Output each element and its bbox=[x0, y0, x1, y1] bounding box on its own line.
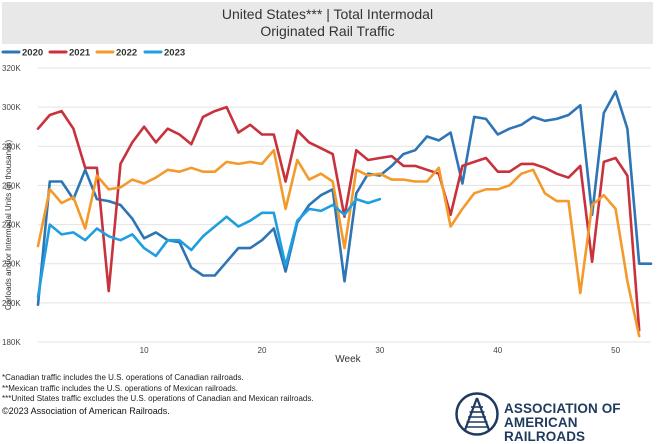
y-tick-label: 260K bbox=[2, 181, 21, 190]
y-axis-label: Carloads and/or Intermodal Units (in tho… bbox=[4, 140, 13, 311]
aar-logo-text: ASSOCIATION OF AMERICAN RAILROADS bbox=[504, 402, 654, 444]
x-tick-label: 30 bbox=[375, 346, 384, 355]
x-tick-label: 10 bbox=[140, 346, 149, 355]
y-tick-label: 320K bbox=[2, 64, 21, 73]
x-axis-label: Week bbox=[335, 354, 361, 365]
footnotes: *Canadian traffic includes the U.S. oper… bbox=[2, 373, 422, 417]
y-tick-label: 300K bbox=[2, 103, 21, 112]
logo-line-1: ASSOCIATION OF bbox=[504, 401, 621, 416]
logo-line-2: AMERICAN RAILROADS bbox=[504, 415, 586, 444]
series-line-2022 bbox=[36, 148, 641, 338]
line-chart: 180K 200K 220K 240K 260K 280K 300K 320K 10 20 30 40… bbox=[1, 48, 653, 365]
footnote-canadian: *Canadian traffic includes the U.S. oper… bbox=[2, 373, 244, 382]
x-tick-label: 40 bbox=[493, 346, 502, 355]
legend-label-2021: 2021 bbox=[69, 48, 91, 59]
legend-label-2020: 2020 bbox=[22, 48, 43, 59]
aar-logo: ASSOCIATION OF AMERICAN RAILROADS bbox=[454, 392, 654, 444]
y-tick-label: 240K bbox=[2, 221, 21, 230]
x-tick-label: 50 bbox=[611, 346, 620, 355]
chart-title: United States*** | Total Intermodal bbox=[221, 6, 434, 22]
y-tick-label: 280K bbox=[2, 142, 21, 151]
chart-subtitle: Originated Rail Traffic bbox=[260, 23, 395, 39]
footnote-mexican: **Mexican traffic includes the U.S. oper… bbox=[2, 383, 238, 393]
legend-label-2022: 2022 bbox=[116, 48, 137, 59]
y-tick-label: 200K bbox=[2, 299, 21, 308]
copyright: ©2023 Association of American Railroads. bbox=[2, 405, 170, 416]
series-line-2021 bbox=[36, 105, 641, 332]
aar-logo-icon bbox=[455, 392, 499, 436]
legend-label-2023: 2023 bbox=[164, 48, 185, 59]
y-tick-label: 180K bbox=[2, 338, 21, 347]
series-line-2020 bbox=[36, 90, 653, 307]
footnote-united-states: ***United States traffic excludes the U.… bbox=[2, 394, 314, 404]
x-tick-label: 20 bbox=[258, 346, 267, 355]
series-line-2023 bbox=[36, 197, 382, 299]
y-tick-label: 220K bbox=[2, 260, 21, 269]
chart-title-bar: United States*** | Total Intermodal Orig… bbox=[2, 2, 653, 44]
